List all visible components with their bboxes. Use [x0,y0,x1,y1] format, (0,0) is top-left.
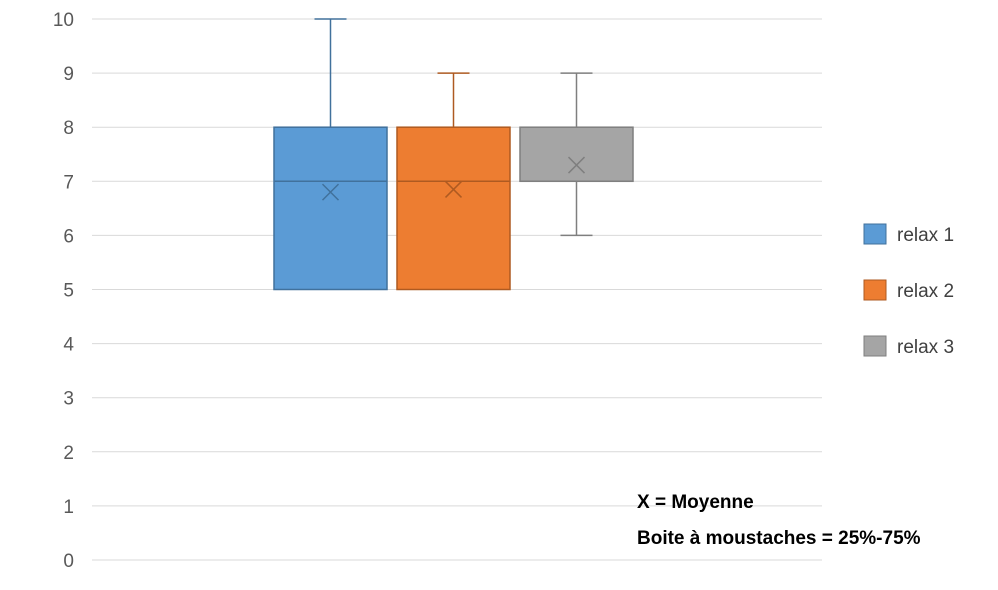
box-relax-1 [273,18,388,291]
legend-label: relax 2 [897,281,954,302]
legend-item: relax 2 [863,279,954,302]
y-tick-label: 6 [63,226,74,247]
legend-item: relax 3 [863,335,954,358]
annotation-block: X = Moyenne Boite à moustaches = 25%-75% [637,492,921,549]
y-tick-label: 8 [63,118,74,139]
y-tick-label: 9 [63,64,74,85]
box-body [273,126,388,291]
box-relax-2 [396,72,511,291]
y-tick-label: 0 [63,551,74,572]
legend-swatch [863,223,887,245]
y-tick-label: 7 [63,172,74,193]
box-body [396,126,511,291]
annotation-mean: X = Moyenne [637,492,754,513]
y-tick-label: 4 [63,335,74,356]
legend-label: relax 1 [897,225,954,246]
y-tick-label: 3 [63,389,74,410]
y-tick-label: 5 [63,281,74,302]
mean-marker [444,180,463,198]
annotation-box-range: Boite à moustaches = 25%-75% [637,528,921,549]
box-series [273,18,634,291]
y-axis-ticks: 0 1 2 3 4 5 6 7 8 9 10 [53,10,75,572]
box-body [519,126,634,183]
legend: relax 1 relax 2 relax 3 [863,223,954,358]
legend-label: relax 3 [897,337,954,358]
legend-swatch [863,335,887,357]
legend-swatch [863,279,887,301]
box-relax-3 [519,72,634,237]
mean-marker [567,156,586,174]
y-tick-label: 2 [63,443,74,464]
y-tick-label: 10 [53,10,74,31]
y-tick-label: 1 [63,497,74,518]
mean-marker [321,183,340,201]
legend-item: relax 1 [863,223,954,246]
